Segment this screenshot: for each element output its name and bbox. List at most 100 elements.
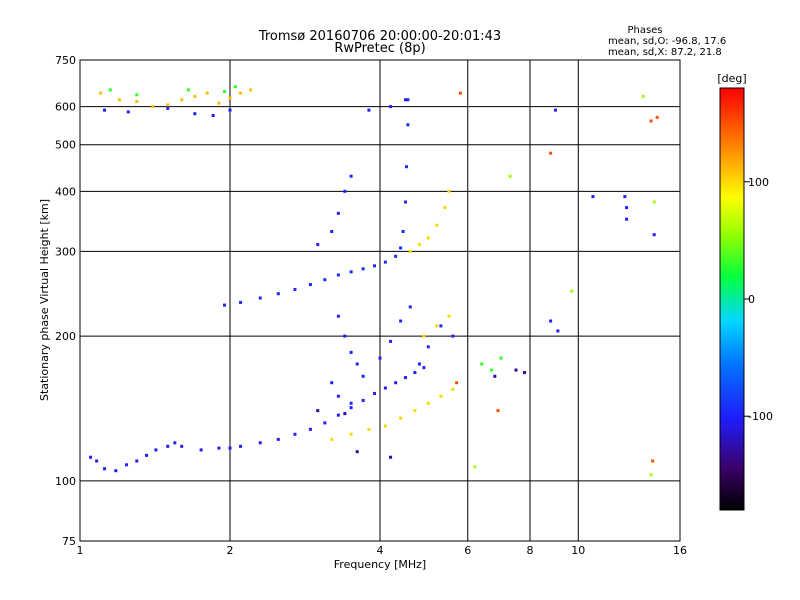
data-point [217, 446, 221, 450]
data-point [422, 334, 426, 338]
data-point [114, 469, 118, 473]
data-point [249, 88, 253, 92]
data-point [349, 174, 353, 178]
x-tick-label: 8 [527, 544, 534, 557]
data-point [389, 105, 393, 109]
data-point [199, 448, 203, 452]
colorbar-tick-label: 100 [748, 176, 769, 189]
x-axis-label: Frequency [MHz] [334, 558, 426, 571]
data-point [361, 267, 365, 271]
y-tick-label: 300 [55, 245, 76, 258]
data-point [413, 371, 417, 375]
data-point [228, 446, 232, 450]
data-point [473, 465, 477, 469]
colorbar-tick-label: 0 [748, 293, 755, 306]
data-point [323, 421, 327, 425]
data-point [652, 233, 656, 237]
data-point [239, 91, 243, 95]
data-point [349, 432, 353, 436]
data-point [103, 467, 107, 471]
y-tick-label: 750 [55, 54, 76, 67]
data-point [355, 362, 359, 366]
chart-subtitle: RwPretec (8p) [334, 41, 425, 56]
data-point [108, 88, 112, 92]
data-point [166, 444, 170, 448]
data-point [367, 108, 371, 112]
data-point [151, 105, 155, 109]
data-point [258, 296, 262, 300]
data-point [343, 412, 347, 416]
data-point [649, 119, 653, 123]
data-point [553, 108, 557, 112]
data-point [570, 289, 574, 293]
data-point [378, 356, 382, 360]
data-point [447, 314, 451, 318]
data-point [549, 319, 553, 323]
data-point [355, 450, 359, 454]
data-point [623, 195, 627, 199]
data-point [103, 108, 107, 112]
data-point [496, 409, 500, 413]
data-point [455, 381, 459, 385]
data-point [135, 99, 139, 103]
data-point [99, 91, 103, 95]
data-point [435, 223, 439, 227]
data-point [217, 101, 221, 105]
data-point [180, 98, 184, 102]
data-point [406, 123, 410, 127]
data-point [135, 459, 139, 463]
data-point [186, 88, 190, 92]
y-tick-label: 200 [55, 330, 76, 343]
data-point [389, 455, 393, 459]
data-point [361, 398, 365, 402]
stats-line-x: mean, sd,X: 87.2, 21.8 [608, 47, 722, 58]
data-point [649, 473, 653, 477]
data-point [556, 329, 560, 333]
data-point [349, 401, 353, 405]
stats-heading: Phases [627, 25, 662, 36]
data-point [125, 463, 129, 467]
y-tick-label: 600 [55, 101, 76, 114]
data-point [458, 91, 462, 95]
data-point [499, 356, 503, 360]
colorbar-label: [deg] [717, 72, 746, 85]
data-point [383, 386, 387, 390]
data-point [349, 406, 353, 410]
data-point [426, 345, 430, 349]
data-point [154, 448, 158, 452]
data-point [394, 254, 398, 258]
y-tick-label: 500 [55, 139, 76, 152]
data-point [205, 91, 209, 95]
grid [80, 60, 680, 541]
data-point [399, 246, 403, 250]
data-point [117, 98, 121, 102]
x-axis-ticks: 1 2 4 6 8 10 16 [77, 544, 688, 557]
data-point [408, 249, 412, 253]
data-point [336, 394, 340, 398]
data-point [126, 110, 130, 114]
data-point [316, 243, 320, 247]
x-tick-label: 2 [227, 544, 234, 557]
data-point [336, 314, 340, 318]
data-point [233, 85, 237, 89]
data-point [383, 424, 387, 428]
colorbar-tick-label: -100 [748, 410, 773, 423]
data-point [514, 368, 518, 372]
data-point [413, 409, 417, 413]
data-point [145, 453, 149, 457]
data-points [89, 85, 659, 477]
data-point [651, 459, 655, 463]
x-tick-label: 16 [673, 544, 687, 557]
data-point [330, 229, 334, 233]
data-point [166, 106, 170, 110]
data-point [349, 270, 353, 274]
data-point [399, 319, 403, 323]
data-point [373, 391, 377, 395]
data-point [349, 350, 353, 354]
x-tick-label: 10 [571, 544, 585, 557]
data-point [408, 305, 412, 309]
data-point [193, 94, 197, 98]
stats-line-o: mean, sd,O: -96.8, 17.6 [608, 36, 726, 47]
y-tick-label: 400 [55, 185, 76, 198]
